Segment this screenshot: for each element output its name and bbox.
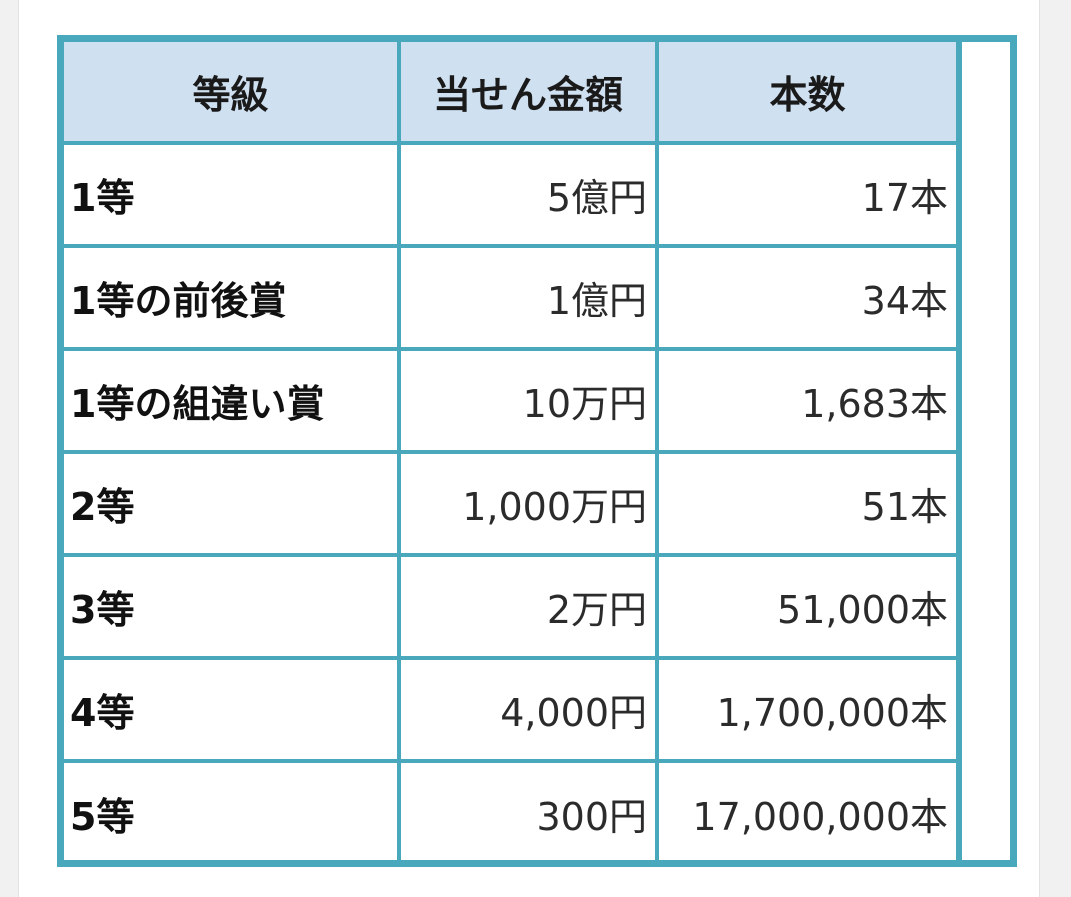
table-row: 1等 5億円 17本	[64, 141, 960, 248]
count-cell: 1,700,000本	[655, 656, 960, 763]
table-row: 5等 300円 17,000,000本	[64, 759, 960, 864]
table-header-row: 等級 当せん金額 本数	[64, 42, 960, 145]
prize-table-frame: 等級 当せん金額 本数 1等 5億円 17本 1等の前後賞 1億円 34本 1等…	[57, 35, 1017, 867]
amount-cell: 4,000円	[397, 656, 659, 763]
count-cell: 17本	[655, 141, 960, 248]
header-count: 本数	[655, 42, 960, 145]
table-row: 1等の組違い賞 10万円 1,683本	[64, 347, 960, 454]
amount-cell: 10万円	[397, 347, 659, 454]
grade-cell: 4等	[64, 656, 401, 763]
table-row: 4等 4,000円 1,700,000本	[64, 656, 960, 763]
grade-cell: 2等	[64, 450, 401, 557]
table-row: 3等 2万円 51,000本	[64, 553, 960, 660]
header-grade: 等級	[64, 42, 401, 145]
amount-cell: 1,000万円	[397, 450, 659, 557]
amount-cell: 300円	[397, 759, 659, 864]
grade-cell: 3等	[64, 553, 401, 660]
count-cell: 51,000本	[655, 553, 960, 660]
grade-cell: 1等	[64, 141, 401, 248]
amount-cell: 5億円	[397, 141, 659, 248]
table-row: 1等の前後賞 1億円 34本	[64, 244, 960, 351]
table-row: 2等 1,000万円 51本	[64, 450, 960, 557]
amount-cell: 1億円	[397, 244, 659, 351]
table-side-strip	[958, 42, 1010, 860]
count-cell: 1,683本	[655, 347, 960, 454]
count-cell: 51本	[655, 450, 960, 557]
grade-cell: 5等	[64, 759, 401, 864]
amount-cell: 2万円	[397, 553, 659, 660]
header-prize-amount: 当せん金額	[397, 42, 659, 145]
count-cell: 34本	[655, 244, 960, 351]
prize-table: 等級 当せん金額 本数 1等 5億円 17本 1等の前後賞 1億円 34本 1等…	[64, 42, 960, 864]
grade-cell: 1等の組違い賞	[64, 347, 401, 454]
count-cell: 17,000,000本	[655, 759, 960, 864]
grade-cell: 1等の前後賞	[64, 244, 401, 351]
